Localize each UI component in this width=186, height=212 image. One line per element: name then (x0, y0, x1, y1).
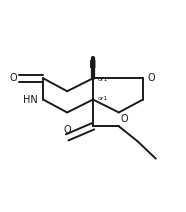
Text: O: O (63, 125, 71, 135)
Text: O: O (121, 114, 128, 124)
Text: H: H (89, 60, 97, 70)
Text: or1: or1 (98, 96, 108, 101)
Text: O: O (10, 73, 17, 83)
Text: HN: HN (23, 95, 38, 105)
Text: O: O (147, 73, 155, 83)
Text: or1: or1 (98, 77, 108, 82)
